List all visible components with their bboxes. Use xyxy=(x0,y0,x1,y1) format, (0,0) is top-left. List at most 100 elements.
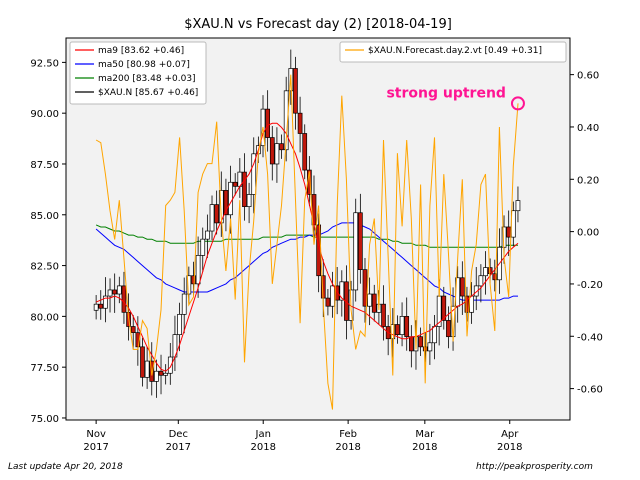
candle-body xyxy=(515,200,521,212)
ma50-line xyxy=(95,222,518,301)
right-tick-label: 0.20 xyxy=(577,175,599,186)
candle-body xyxy=(214,204,220,224)
candle-body xyxy=(459,277,465,297)
candle-body xyxy=(107,289,113,297)
legend-right-item-label: $XAU.N.Forecast.day.2.vt [0.49 +0.31] xyxy=(368,46,542,56)
candle-body xyxy=(130,326,136,333)
candle-body xyxy=(473,285,479,297)
x-tick-label-month: Mar xyxy=(415,429,435,440)
candle-body xyxy=(177,313,182,336)
candle-body xyxy=(469,295,474,313)
left-tick-label: 75.00 xyxy=(30,414,59,425)
candle-body xyxy=(297,112,303,134)
x-tick-label-month: Apr xyxy=(501,429,519,440)
left-tick-label: 92.50 xyxy=(30,58,59,69)
candle-body xyxy=(93,303,99,311)
x-tick-label-year: 2017 xyxy=(83,442,108,453)
candle-body xyxy=(358,212,363,270)
candle-body xyxy=(422,346,428,352)
candle-body xyxy=(223,190,229,216)
candle-body xyxy=(209,204,215,232)
candle-body xyxy=(246,194,252,207)
footer-last-update: Last update Apr 20, 2018 xyxy=(8,462,123,472)
annotation-circle xyxy=(510,96,525,111)
left-tick-label: 77.50 xyxy=(30,363,59,374)
candle-body xyxy=(483,267,488,277)
candle-body xyxy=(418,336,423,348)
candle-body xyxy=(395,324,400,336)
right-tick-label: 0.00 xyxy=(577,228,599,239)
x-tick-label-year: 2017 xyxy=(166,442,191,453)
legend-left: ma9 [83.62 +0.46] ma50 [80.98 +0.07] ma200… xyxy=(69,41,207,105)
candle-body xyxy=(186,275,192,295)
left-tick-label: 80.00 xyxy=(30,312,59,323)
candle-body xyxy=(195,255,201,285)
candle-body xyxy=(293,68,298,114)
right-tick-label: 0.40 xyxy=(577,123,599,134)
candle-body xyxy=(399,316,405,336)
annotation-layer: strong uptrend xyxy=(386,85,525,111)
right-tick-label: -0.20 xyxy=(577,280,603,291)
candles-layer xyxy=(93,49,521,398)
legend-left-item-label: ma50 [80.98 +0.07] xyxy=(98,60,190,70)
candle-body xyxy=(408,336,414,352)
candle-body xyxy=(330,285,335,307)
legend-left-item-label: ma9 [83.62 +0.46] xyxy=(98,46,184,56)
x-tick-label-year: 2018 xyxy=(335,442,360,453)
forecast-line xyxy=(95,74,519,410)
candle-body xyxy=(191,275,196,285)
candle-body xyxy=(371,293,377,313)
right-tick-label: -0.40 xyxy=(577,332,603,343)
candle-body xyxy=(353,212,359,291)
legend-left-item-box xyxy=(69,41,207,105)
left-tick-label: 87.50 xyxy=(30,160,59,171)
candle-body xyxy=(325,297,331,307)
candle-body xyxy=(116,285,122,295)
candle-body xyxy=(140,346,145,378)
candle-body xyxy=(154,370,159,382)
x-tick-label-year: 2018 xyxy=(250,442,275,453)
axes-layer: 75.00 77.50 80.00 82.50 85.00 87.50 90.00 92.50… xyxy=(30,58,603,453)
candle-body xyxy=(446,320,451,338)
candle-body xyxy=(487,267,493,275)
candle-body xyxy=(228,181,233,216)
footer-url: http://peakprosperity.com xyxy=(476,462,593,472)
candle-body xyxy=(279,143,284,151)
legend-right: $XAU.N.Forecast.day.2.vt [0.49 +0.31] xyxy=(339,41,567,63)
candle-body xyxy=(167,356,173,374)
candle-body xyxy=(427,342,433,352)
candle-body xyxy=(181,293,187,315)
legend-right-item-box xyxy=(339,41,567,63)
ma9-layer xyxy=(95,122,519,372)
right-tick-label: 0.60 xyxy=(577,71,599,82)
candle-body xyxy=(283,90,289,151)
candle-body xyxy=(344,281,349,321)
left-tick-label: 90.00 xyxy=(30,109,59,120)
plot-frame xyxy=(65,37,571,421)
candle-body xyxy=(478,275,484,287)
candle-body xyxy=(103,295,108,309)
candle-body xyxy=(432,326,437,344)
candle-body xyxy=(506,226,512,238)
candle-body xyxy=(265,108,270,138)
candle-body xyxy=(200,238,206,256)
right-tick-label: -0.60 xyxy=(577,385,603,396)
x-tick-label-month: Jan xyxy=(255,429,271,440)
x-tick-label-month: Feb xyxy=(339,429,357,440)
legend-left-item-label: $XAU.N [85.67 +0.46] xyxy=(98,88,198,98)
ma50-layer xyxy=(95,222,518,301)
candle-body xyxy=(339,281,345,301)
x-tick-label-year: 2018 xyxy=(412,442,437,453)
candle-body xyxy=(381,303,386,327)
candle-body xyxy=(98,303,104,309)
candle-body xyxy=(205,230,210,240)
candle-body xyxy=(232,181,238,187)
candle-body xyxy=(367,293,372,307)
candle-body xyxy=(112,289,118,295)
candle-body xyxy=(302,133,308,171)
candle-body xyxy=(492,273,498,281)
x-tick-label-month: Nov xyxy=(86,429,106,440)
candle-body xyxy=(144,360,150,378)
forecast-layer xyxy=(95,74,519,410)
